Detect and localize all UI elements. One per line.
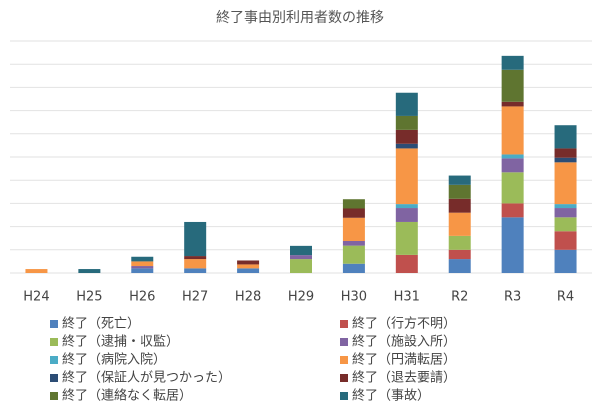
bar-segment [554,217,577,232]
x-tick-label: H30 [341,290,367,305]
bar-segment [554,125,577,149]
bar-segment [501,217,524,273]
bar-segment [554,148,577,158]
bar-segment [395,143,418,149]
bar-segment [501,154,524,159]
bar-segment [448,235,471,250]
chart-title: 終了事由別利用者数の推移 [216,10,384,26]
bar-segment [554,208,577,218]
x-tick-label: R4 [557,290,574,305]
bar-segment [448,184,471,199]
bar-segment [290,259,312,273]
bar-segment [395,148,418,205]
legend-label: 終了（保証人が見つかった） [62,370,231,386]
legend-swatch [340,374,348,382]
legend-label: 終了（連絡なく転居） [62,388,192,404]
legend-swatch [50,320,58,328]
bar-segment [342,199,365,209]
bar-segment [342,240,365,246]
bar-segment [342,217,365,241]
bar-segment [342,263,365,273]
x-tick-label: H24 [23,290,49,305]
bar-segment [342,208,365,218]
bar-segment [448,212,471,236]
legend-label: 終了（事故） [352,388,430,404]
bar-segment [78,269,101,273]
x-tick-label: R3 [504,290,521,305]
bar-segment [554,157,577,163]
bar-segment [554,162,577,205]
x-tick-label: H27 [182,290,208,305]
bar-segment [395,254,418,273]
bar-segment [395,208,418,222]
bar-segment [184,221,207,257]
bar-segment [131,268,154,273]
legend-swatch [340,356,348,364]
legend-label: 終了（施設入所） [352,334,456,350]
x-tick-label: H29 [288,290,314,305]
x-tick-label: R2 [451,290,468,305]
bar-segment [25,269,48,273]
legend-label: 終了（逮捕・収監） [62,334,179,350]
legend-swatch [340,392,348,400]
bar-segment [448,198,471,213]
bar-segment [501,172,524,204]
bar-segment [554,249,577,273]
bar-segment [395,204,418,209]
legend-label: 終了（円満転居） [352,352,456,368]
bar-segment [501,158,524,173]
bar-segment [501,55,524,70]
legend-swatch [50,356,58,364]
bar-segment [290,245,312,256]
bar-segment [131,261,154,267]
bar-segment [395,92,418,116]
bar-segment [237,264,260,269]
bar-segment [395,129,418,144]
x-tick-label: H26 [129,290,155,305]
bar-segment [131,256,154,262]
x-tick-label: H28 [235,290,261,305]
bar-segment [290,255,312,260]
bar-segment [184,256,207,260]
bar-segment [184,259,207,269]
bar-segment [131,266,154,269]
bar-segment [342,245,365,264]
bar-segment [448,249,471,260]
bar-segment [501,69,524,102]
x-tick-label: H25 [76,290,102,305]
x-tick-label: H31 [394,290,420,305]
bar-segment [448,259,471,273]
bar-segment [237,268,260,273]
bar-segment [237,260,260,265]
legend-label: 終了（病院入院） [62,352,166,368]
legend-swatch [50,338,58,346]
legend-swatch [340,320,348,328]
bar-segment [184,268,207,273]
legend-swatch [50,392,58,400]
legend-label: 終了（死亡） [62,316,140,332]
bar-segment [395,115,418,130]
bar-segment [554,204,577,209]
legend-swatch [50,374,58,382]
bar-segment [501,203,524,218]
legend-swatch [340,338,348,346]
bar-segment [448,175,471,185]
bar-segment [554,231,577,250]
bar-segment [395,221,418,255]
legend-label: 終了（行方不明） [352,316,456,332]
legend-label: 終了（退去要請） [352,370,456,386]
bar-segment [501,101,524,107]
bar-segment [501,106,524,155]
